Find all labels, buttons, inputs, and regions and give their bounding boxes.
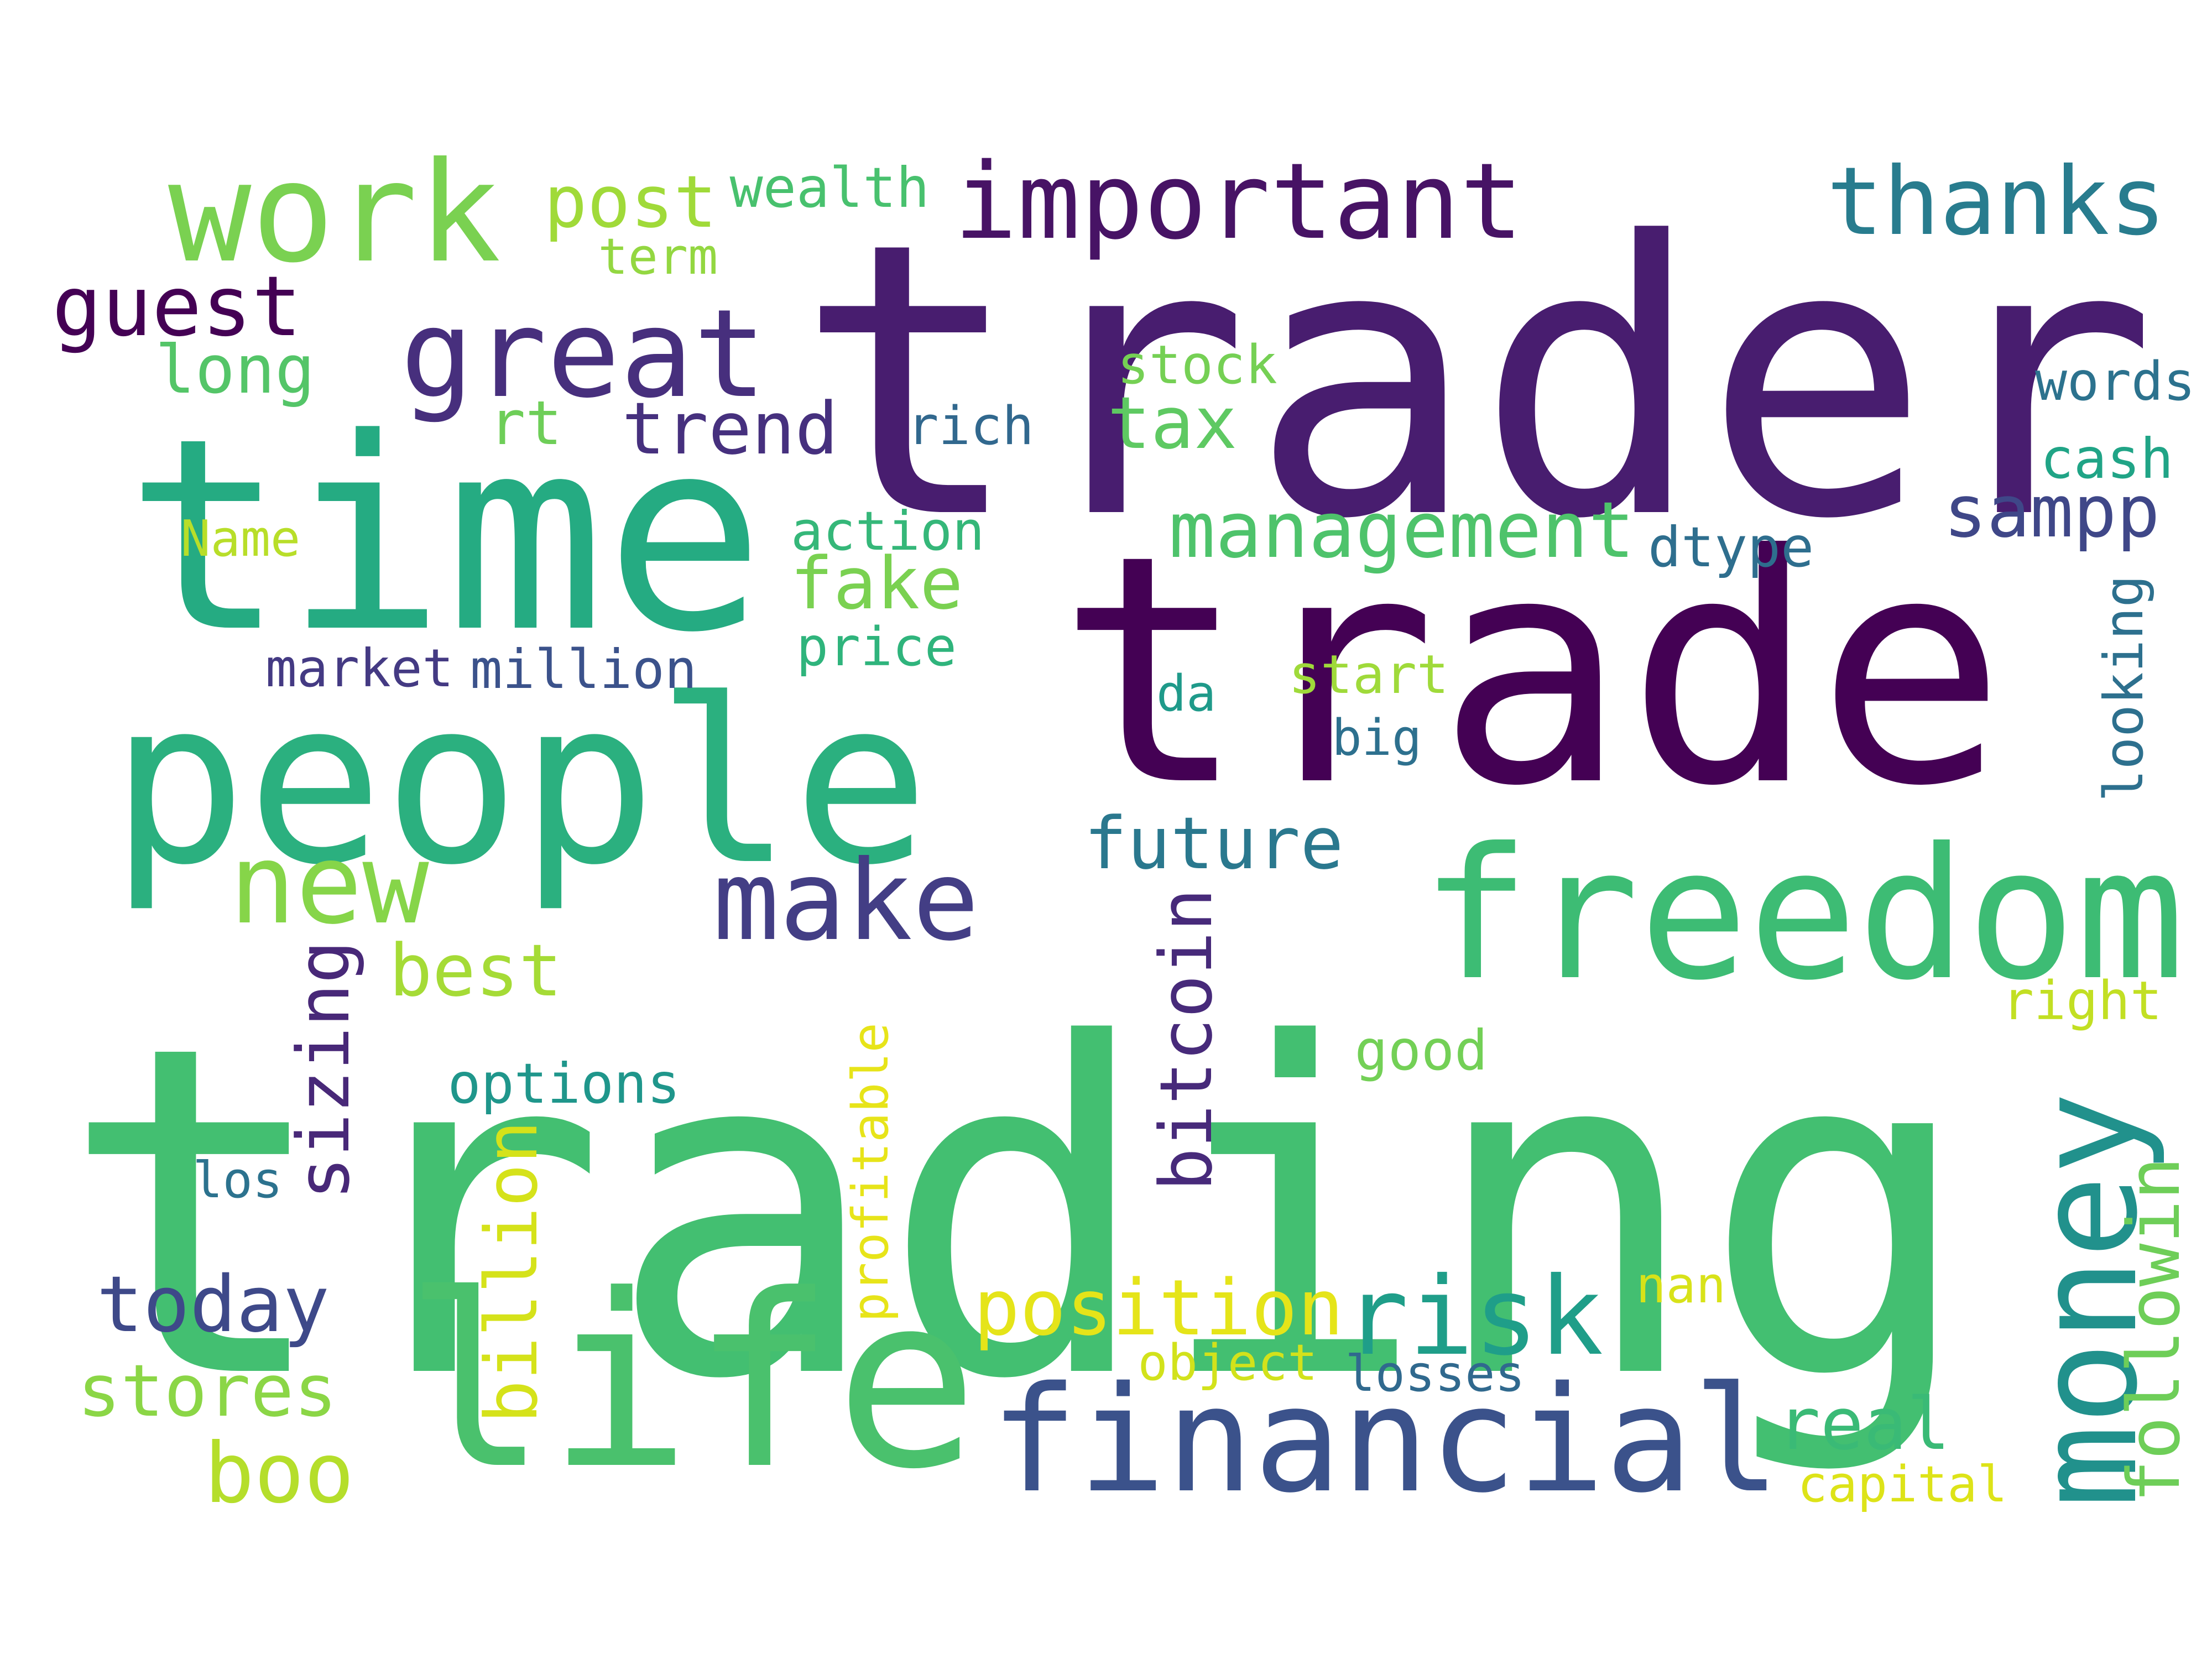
word-rich: rich (907, 395, 1034, 457)
word-rt: rt (489, 388, 562, 458)
word-market: market (265, 639, 454, 699)
word-make: make (713, 837, 979, 966)
word-big: big (1332, 709, 1422, 767)
word-price: price (796, 616, 957, 678)
word-life: life (404, 1243, 979, 1521)
word-tax: tax (1107, 381, 1238, 465)
word-followin: followin (2112, 1156, 2196, 1503)
word-dtype: dtype (1648, 515, 1814, 580)
word-stores: stores (77, 1349, 337, 1433)
word-important: important (954, 140, 1524, 263)
word-trade: trade (1057, 488, 2006, 855)
word-right: right (2002, 970, 2162, 1032)
word-trader: trader (796, 162, 2157, 601)
word-losses: losses (1345, 1345, 1525, 1403)
word-guest: guest (52, 259, 302, 355)
word-good: good (1354, 1018, 1488, 1083)
word-fake: fake (790, 541, 963, 625)
word-thanks: thanks (1827, 147, 2167, 257)
word-sizing: sizing (281, 940, 366, 1200)
word-term: term (598, 228, 718, 286)
word-great: great (400, 283, 767, 425)
word-name: Name (180, 510, 301, 568)
word-million: million (470, 638, 697, 701)
word-risk: risk (1344, 1253, 1604, 1379)
word-work: work (168, 132, 502, 293)
word-position: position (973, 1262, 1344, 1353)
word-cash: cash (2040, 426, 2174, 491)
word-trading: trading (60, 949, 1975, 1478)
word-trend: trend (622, 387, 838, 471)
word-action: action (791, 499, 985, 562)
word-billion: billion (469, 1120, 554, 1423)
word-options: options (447, 1051, 681, 1116)
word-new: new (229, 820, 429, 949)
word-post: post (544, 160, 717, 244)
word-object: object (1138, 1334, 1318, 1392)
word-long: long (155, 332, 315, 409)
word-wealth: wealth (729, 155, 930, 220)
word-nan: nan (1636, 1256, 1726, 1314)
word-bitcoin: bitcoin (1144, 888, 1228, 1191)
word-words: words (2035, 351, 2195, 413)
word-stock: stock (1117, 334, 1277, 396)
word-los: los (192, 1151, 283, 1209)
word-management: management (1168, 486, 1635, 576)
word-people: people (110, 650, 930, 915)
word-freedom: freedom (1421, 810, 2185, 1020)
word-capital: capital (1797, 1455, 2007, 1514)
word-future: future (1084, 801, 1344, 885)
word-looking: looking (2092, 575, 2155, 802)
word-real: real (1777, 1382, 1950, 1466)
word-da: da (1156, 665, 1217, 723)
word-sampp: sampp (1943, 469, 2160, 554)
word-best: best (389, 928, 562, 1013)
word-start: start (1288, 644, 1449, 706)
word-time: time (126, 382, 765, 691)
word-financial: financial (990, 1355, 1781, 1525)
word-today: today (96, 1260, 330, 1350)
word-boo: boo (204, 1426, 354, 1522)
word-profitable: profitable (842, 1022, 900, 1322)
